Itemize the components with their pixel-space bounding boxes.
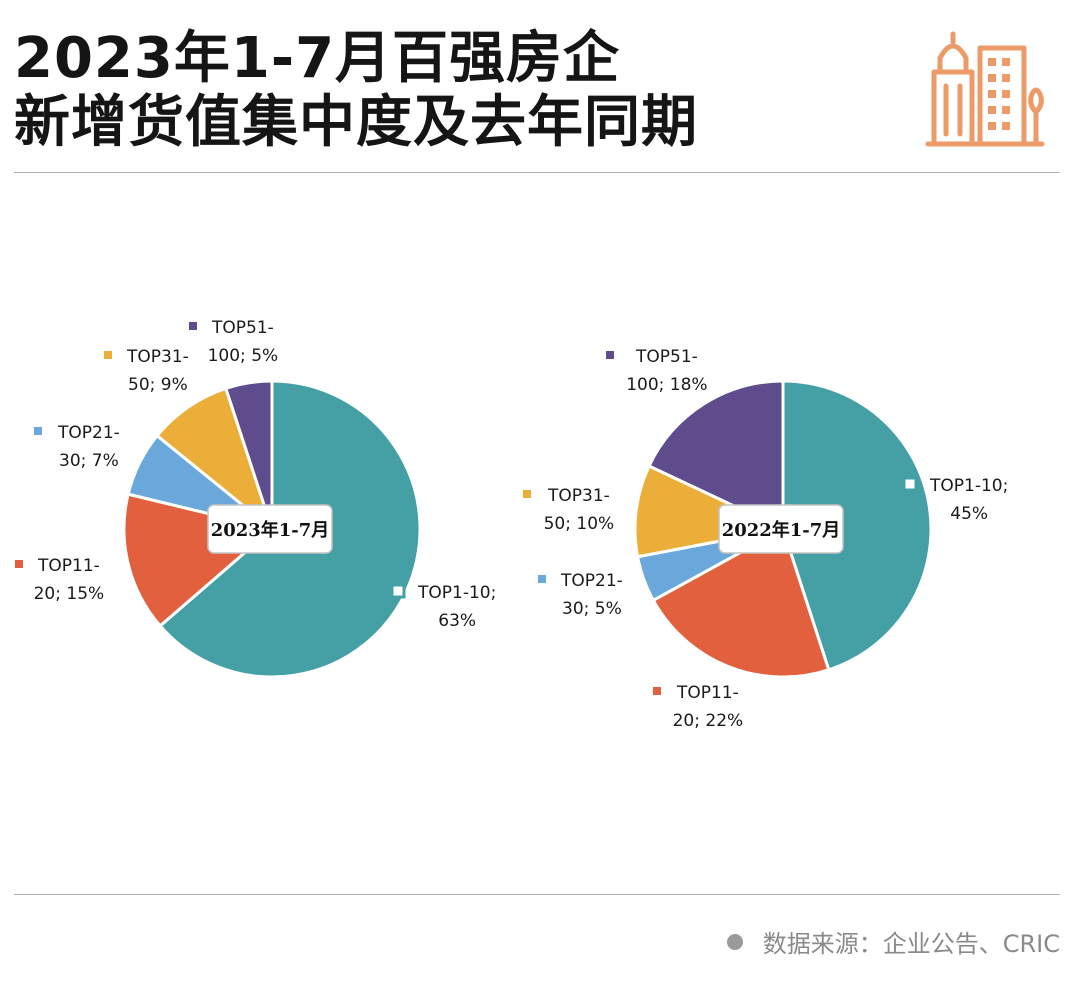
legend-marker-top51-100 (189, 322, 197, 330)
data-label-top1-10-line-1: TOP1-10; (417, 583, 496, 603)
data-label-top11-20-line-1: TOP11- (37, 556, 100, 576)
slice-top1-10 (781, 379, 933, 672)
center-label-box (207, 504, 333, 554)
data-label-top51-100-line-2: 100; 18% (626, 375, 707, 395)
page-title-line-1: 2023年1-7月百强房企 (14, 26, 621, 91)
legend-marker-top1-10 (390, 583, 406, 599)
pie-chart-2023: TOP1-10; 63% TOP11- 20; 15% TOP21- 30; 7% TOP3… (15, 318, 496, 679)
data-label-top31-50-line-2: 50; 9% (128, 375, 188, 395)
data-label-top21-30-line-2: 30; 5% (562, 599, 622, 619)
data-source: 数据来源：企业公告、CRIC (726, 924, 1060, 959)
slice-top31-50 (155, 386, 274, 531)
slice-top51-100 (647, 379, 785, 531)
data-label-top51-100-line-2: 100; 5% (208, 346, 279, 366)
center-label-box (718, 504, 844, 554)
data-label-top51-100-line-1: TOP51- (211, 318, 274, 338)
data-label-top1-10-line-2: 45% (950, 504, 988, 524)
bullet-dot-icon (726, 933, 743, 950)
legend-marker-top31-50 (523, 490, 531, 498)
page-title-line-2: 新增货值集中度及去年同期 (14, 90, 698, 155)
legend-marker-top21-30 (34, 427, 42, 435)
slice-top51-100 (224, 379, 274, 531)
legend-marker-top11-20 (15, 560, 23, 568)
data-label-top11-20-line-2: 20; 22% (673, 711, 744, 731)
city-buildings-icon (925, 31, 1045, 147)
data-label-top21-30-line-1: TOP21- (57, 423, 120, 443)
data-label-top11-20-line-2: 20; 15% (34, 584, 105, 604)
data-label-top51-100-line-1: TOP51- (635, 347, 698, 367)
data-label-top31-50-line-1: TOP31- (547, 486, 610, 506)
legend-marker-top51-100 (606, 351, 614, 359)
legend-marker-top11-20 (653, 687, 661, 695)
pie-chart-2022: TOP1-10; 45% TOP11- 20; 22% TOP21- 30; 5% TOP3… (523, 347, 1008, 731)
center-label: 2022年1-7月 (722, 519, 841, 541)
header-divider (14, 172, 1060, 173)
data-label-top21-30-line-2: 30; 7% (59, 451, 119, 471)
data-label-top31-50-line-1: TOP31- (126, 347, 189, 367)
center-label: 2023年1-7月 (211, 519, 330, 541)
legend-marker-top21-30 (538, 575, 546, 583)
legend-marker-top31-50 (104, 351, 112, 359)
data-label-top1-10-line-1: TOP1-10; (929, 476, 1008, 496)
data-source-text: 数据来源：企业公告、CRIC (762, 930, 1060, 958)
data-label-top21-30-line-1: TOP21- (560, 571, 623, 591)
legend-marker-top1-10 (902, 476, 918, 492)
data-label-top11-20-line-1: TOP11- (676, 683, 739, 703)
data-label-top31-50-line-2: 50; 10% (544, 514, 615, 534)
footer-divider (14, 894, 1060, 895)
data-label-top1-10-line-2: 63% (438, 611, 476, 631)
slice-top11-20 (651, 527, 831, 679)
